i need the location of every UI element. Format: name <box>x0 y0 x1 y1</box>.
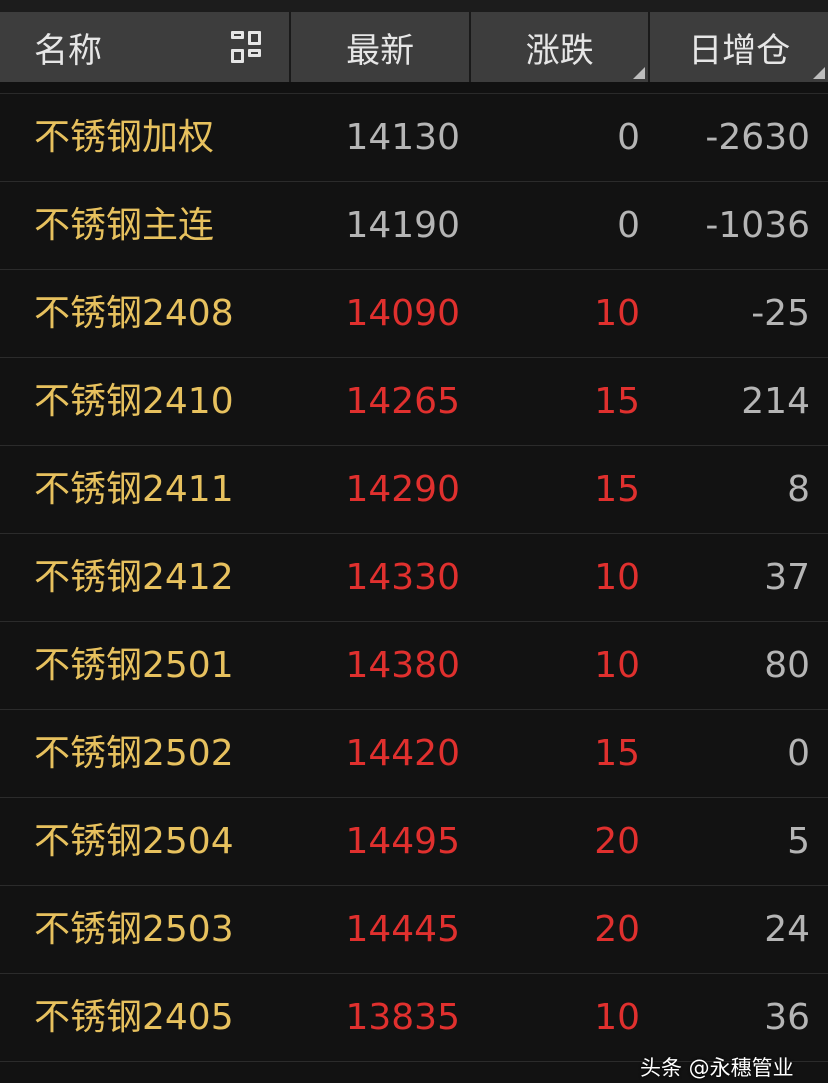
watermark: 头条 @永穗管业 <box>640 1056 794 1080</box>
price-change: 10 <box>594 644 640 686</box>
contract-name: 不锈钢2501 <box>34 644 234 686</box>
contract-name: 不锈钢2503 <box>34 908 234 950</box>
table-row[interactable]: 不锈钢2504 14495 20 5 <box>0 798 828 886</box>
status-strip <box>0 0 828 12</box>
column-header-change[interactable]: 涨跌 <box>470 12 649 82</box>
table-row[interactable]: 不锈钢2501 14380 10 80 <box>0 622 828 710</box>
column-header-latest[interactable]: 最新 <box>291 12 469 82</box>
oi-change: 5 <box>787 820 810 862</box>
oi-change: -2630 <box>705 116 810 158</box>
oi-change: -1036 <box>705 204 810 246</box>
column-header-oi-change[interactable]: 日增仓 <box>650 12 828 82</box>
table-row[interactable]: 不锈钢2410 14265 15 214 <box>0 358 828 446</box>
column-header-oi-label: 日增仓 <box>688 30 791 71</box>
contract-name: 不锈钢2502 <box>34 732 234 774</box>
contract-name: 不锈钢主连 <box>34 204 215 246</box>
price-change: 10 <box>594 556 640 598</box>
column-header-name-label: 名称 <box>34 30 102 71</box>
oi-change: 0 <box>787 732 810 774</box>
latest-price: 14190 <box>345 204 460 246</box>
contract-name: 不锈钢2408 <box>34 292 234 334</box>
price-change: 20 <box>594 820 640 862</box>
table-row[interactable]: 不锈钢2502 14420 15 0 <box>0 710 828 798</box>
column-header-latest-label: 最新 <box>346 30 415 71</box>
price-change: 20 <box>594 908 640 950</box>
latest-price: 13835 <box>345 996 460 1038</box>
contract-name: 不锈钢加权 <box>34 116 215 158</box>
price-change: 15 <box>594 380 640 422</box>
contract-name: 不锈钢2504 <box>34 820 234 862</box>
grid-layout-icon[interactable] <box>231 31 262 63</box>
quote-list: 不锈钢加权 14130 0 -2630 不锈钢主连 14190 0 -1036 不锈… <box>0 94 828 1062</box>
column-header-name[interactable]: 名称 <box>0 12 290 82</box>
latest-price: 14265 <box>345 380 460 422</box>
latest-price: 14495 <box>345 820 460 862</box>
table-row[interactable]: 不锈钢主连 14190 0 -1036 <box>0 182 828 270</box>
table-row[interactable]: 不锈钢2411 14290 15 8 <box>0 446 828 534</box>
oi-change: -25 <box>751 292 810 334</box>
header-divider <box>0 82 828 94</box>
latest-price: 14330 <box>345 556 460 598</box>
table-row[interactable]: 不锈钢2408 14090 10 -25 <box>0 270 828 358</box>
column-header-change-label: 涨跌 <box>525 30 594 71</box>
sort-indicator-icon <box>813 67 825 79</box>
oi-change: 36 <box>764 996 810 1038</box>
oi-change: 24 <box>764 908 810 950</box>
contract-name: 不锈钢2410 <box>34 380 234 422</box>
table-row[interactable]: 不锈钢2503 14445 20 24 <box>0 886 828 974</box>
latest-price: 14290 <box>345 468 460 510</box>
sort-indicator-icon <box>633 67 646 79</box>
contract-name: 不锈钢2412 <box>34 556 234 598</box>
price-change: 15 <box>594 468 640 510</box>
price-change: 15 <box>594 732 640 774</box>
oi-change: 37 <box>764 556 810 598</box>
latest-price: 14090 <box>345 292 460 334</box>
price-change: 0 <box>617 116 640 158</box>
price-change: 10 <box>594 292 640 334</box>
latest-price: 14380 <box>345 644 460 686</box>
latest-price: 14420 <box>345 732 460 774</box>
oi-change: 214 <box>741 380 810 422</box>
table-row[interactable]: 不锈钢2412 14330 10 37 <box>0 534 828 622</box>
oi-change: 80 <box>764 644 810 686</box>
price-change: 0 <box>617 204 640 246</box>
table-row[interactable]: 不锈钢加权 14130 0 -2630 <box>0 94 828 182</box>
contract-name: 不锈钢2411 <box>34 468 234 510</box>
table-header: 名称 最新 涨跌 日增仓 <box>0 12 828 82</box>
table-row[interactable]: 不锈钢2405 13835 10 36 <box>0 974 828 1062</box>
latest-price: 14130 <box>345 116 460 158</box>
oi-change: 8 <box>787 468 810 510</box>
price-change: 10 <box>594 996 640 1038</box>
latest-price: 14445 <box>345 908 460 950</box>
contract-name: 不锈钢2405 <box>34 996 234 1038</box>
